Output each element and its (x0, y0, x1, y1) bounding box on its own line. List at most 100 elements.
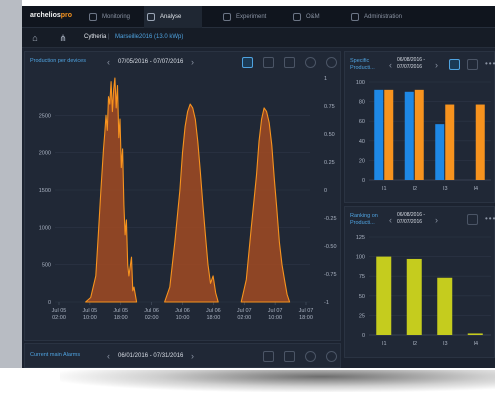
image-export-tool[interactable] (467, 214, 478, 225)
y2-axis-tick-label: -0.75 (324, 272, 337, 278)
image-export-tool[interactable] (263, 351, 274, 362)
bar (475, 104, 485, 180)
image-export-tool[interactable] (467, 59, 478, 70)
prev-date-arrow[interactable]: ‹ (389, 60, 392, 70)
date-range[interactable]: 06/01/2016 - 07/31/2016 (118, 353, 184, 359)
nav-monitoring[interactable]: Monitoring (86, 6, 130, 28)
production-series (85, 77, 138, 303)
y-axis-tick-label: 100 (356, 255, 365, 261)
x-axis-tick-label: I1 (382, 186, 387, 192)
app-screen: archeliospro Monitoring Analyse Experime… (22, 6, 495, 368)
x-axis-tick-label: 10:00 (268, 315, 282, 321)
x-axis-tick-label: Jul 06 (206, 308, 221, 314)
panel-title-line1: Ranking on (350, 213, 378, 219)
chart-view-tool[interactable] (242, 57, 253, 68)
y2-axis-tick-label: 0.50 (324, 132, 335, 138)
panel-title-line2: Producti... (350, 220, 375, 226)
prev-date-arrow[interactable]: ‹ (107, 57, 110, 67)
specific-production-chart: 0 20 40 60 80 100 I1 I2 I3 I4 (356, 80, 491, 192)
production-chart: 0 500 1000 1500 2000 2500 1 0.75 0.50 0.25 0 -0.25… (39, 76, 337, 321)
prev-date-arrow[interactable]: ‹ (107, 351, 110, 361)
x-axis-tick-label: I2 (412, 186, 417, 192)
breadcrumb-site[interactable]: Cytheria (84, 34, 107, 40)
gear-tool[interactable] (326, 351, 337, 362)
y-axis-tick-label: 2500 (39, 113, 51, 119)
x-axis-tick-label: I3 (443, 341, 448, 347)
experiment-icon (223, 13, 231, 21)
date-line2[interactable]: 07/07/2016 (397, 64, 423, 70)
date-line1[interactable]: 06/08/2016 - (397, 212, 426, 218)
gear-tool[interactable] (326, 57, 337, 68)
y-axis-tick-label: 0 (48, 300, 51, 306)
administration-icon (351, 13, 359, 21)
breadcrumb-bar: ⌂ ⋔ Cytheria | Marseille2016 (13.0 kWp) (22, 28, 495, 48)
x-axis-tick-label: I4 (473, 341, 478, 347)
settings-tool[interactable] (284, 57, 295, 68)
y2-axis-tick-label: 1 (324, 76, 327, 82)
x-axis-tick-label: 18:00 (114, 315, 128, 321)
bar (404, 91, 414, 180)
refresh-tool[interactable] (305, 351, 316, 362)
y-axis-tick-label: 60 (359, 119, 365, 125)
monitoring-icon (89, 13, 97, 21)
x-axis-tick-label: 02:00 (237, 315, 251, 321)
image-export-tool[interactable] (263, 57, 274, 68)
panel-title-line1: Specific (350, 58, 370, 64)
x-axis-tick-label: Jul 05 (113, 308, 128, 314)
settings-tool[interactable] (284, 351, 295, 362)
panel-title-line2: Producti... (350, 65, 375, 71)
app-logo[interactable]: archeliospro (30, 12, 73, 19)
y2-axis-tick-label: -0.50 (324, 244, 337, 250)
more-icon[interactable]: ••• (485, 214, 495, 223)
next-date-arrow[interactable]: › (435, 215, 438, 225)
x-axis-tick-label: Jul 07 (299, 308, 314, 314)
y-axis-tick-label: 100 (356, 80, 365, 86)
nav-administration[interactable]: Administration (348, 6, 402, 28)
nav-experiment[interactable]: Experiment (220, 6, 266, 28)
x-axis-tick-label: 02:00 (145, 315, 159, 321)
y-axis-tick-label: 25 (359, 313, 365, 319)
date-range[interactable]: 07/05/2016 - 07/07/2016 (118, 59, 184, 65)
bar (435, 124, 445, 180)
x-axis-tick-label: I4 (473, 186, 478, 192)
more-icon[interactable]: ••• (485, 59, 495, 68)
x-axis-tick-label: Jul 05 (83, 308, 98, 314)
y-axis-tick-label: 1000 (39, 225, 51, 231)
chart-view-tool[interactable] (449, 59, 460, 70)
y2-axis-tick-label: 0.25 (324, 160, 335, 166)
om-icon (293, 13, 301, 21)
date-line2[interactable]: 07/07/2016 (397, 219, 423, 225)
x-axis-tick-label: I3 (443, 186, 448, 192)
next-date-arrow[interactable]: › (191, 57, 194, 67)
x-axis-tick-label: 02:00 (52, 315, 66, 321)
y-axis-tick-label: 0 (362, 178, 365, 184)
alarms-panel: Current main Alarms ‹ 06/01/2016 - 07/31… (24, 343, 341, 368)
y-axis-tick-label: 50 (359, 294, 365, 300)
nav-analyse[interactable]: Analyse (144, 6, 202, 28)
y2-axis-tick-label: 0 (324, 188, 327, 194)
bar (376, 256, 392, 335)
date-line1[interactable]: 06/08/2016 - (397, 57, 426, 63)
bar (414, 89, 424, 180)
specific-production-panel: Specific Producti... ‹ 06/08/2016 - 07/0… (344, 51, 495, 203)
breadcrumb-plant[interactable]: Marseille2016 (13.0 kWp) (115, 34, 184, 40)
refresh-tool[interactable] (305, 57, 316, 68)
top-nav-bar: archeliospro Monitoring Analyse Experime… (22, 6, 495, 28)
nav-om[interactable]: O&M (290, 6, 320, 28)
prev-date-arrow[interactable]: ‹ (389, 215, 392, 225)
bar (374, 89, 384, 180)
home-icon[interactable]: ⌂ (32, 33, 38, 43)
bar (445, 104, 455, 180)
x-axis-tick-label: I1 (382, 341, 387, 347)
next-date-arrow[interactable]: › (191, 351, 194, 361)
next-date-arrow[interactable]: › (435, 60, 438, 70)
tree-icon[interactable]: ⋔ (59, 33, 67, 43)
y-axis-tick-label: 0 (362, 333, 365, 339)
bar (467, 333, 483, 335)
bar (406, 258, 422, 335)
y-axis-tick-label: 125 (356, 235, 365, 241)
x-axis-tick-label: Jul 07 (237, 308, 252, 314)
x-axis-tick-label: Jul 06 (175, 308, 190, 314)
x-axis-tick-label: 18:00 (206, 315, 220, 321)
production-series (240, 107, 291, 303)
